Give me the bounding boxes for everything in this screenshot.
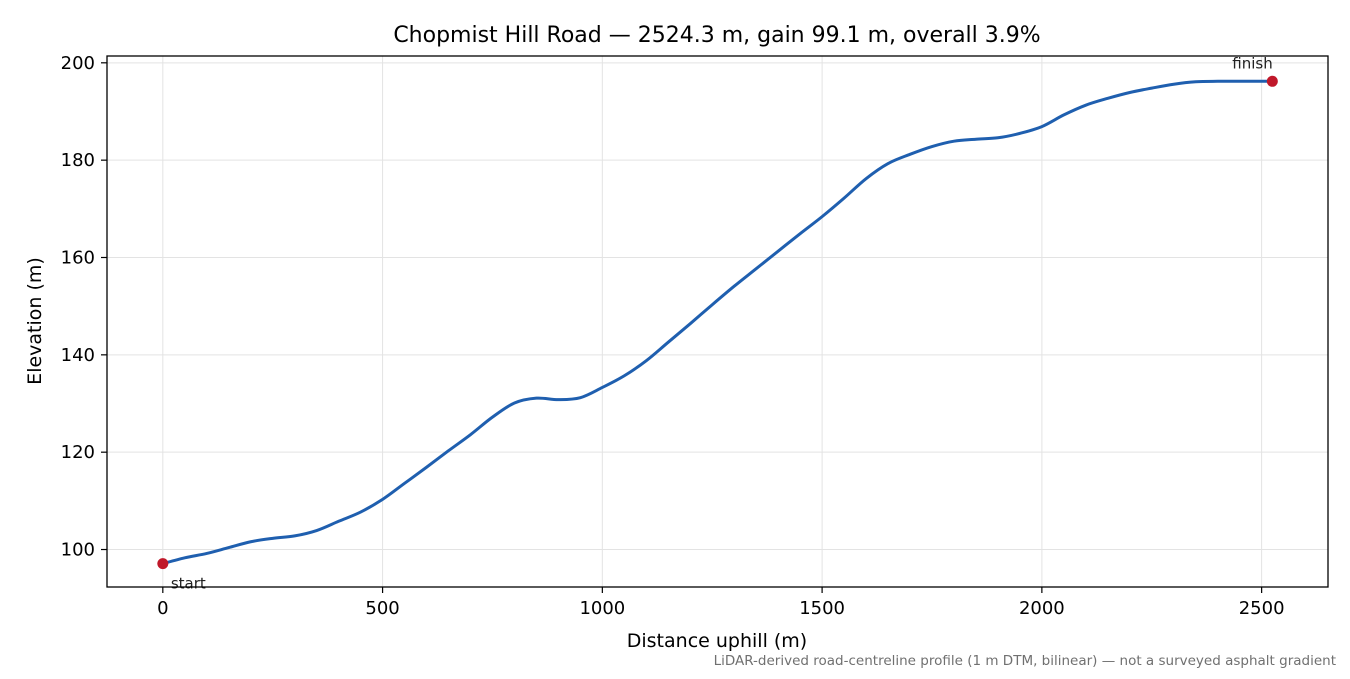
data-source-footnote: LiDAR-derived road-centreline profile (1… <box>714 653 1336 669</box>
y-tick-label: 180 <box>61 150 95 171</box>
plot-area: start finish <box>157 54 1278 593</box>
axis-ticks: 0 500 1000 1500 2000 2500 100 120 140 160 180 200 <box>61 53 1285 619</box>
elevation-profile-line <box>161 79 1274 566</box>
x-tick-label: 500 <box>365 598 399 619</box>
x-tick-label: 0 <box>157 598 168 619</box>
x-axis-label: Distance uphill (m) <box>627 630 807 652</box>
x-tick-label: 2000 <box>1019 598 1065 619</box>
grid-lines <box>107 56 1328 587</box>
y-tick-label: 160 <box>61 247 95 268</box>
start-label: start <box>171 575 206 593</box>
y-tick-label: 200 <box>61 53 95 74</box>
axes-frame <box>106 55 1329 588</box>
y-tick-label: 140 <box>61 345 95 366</box>
finish-marker <box>1266 75 1278 87</box>
y-tick-label: 120 <box>61 442 95 463</box>
start-marker <box>157 558 169 570</box>
finish-label: finish <box>1232 54 1272 72</box>
x-tick-label: 1000 <box>579 598 625 619</box>
chart-title: Chopmist Hill Road — 2524.3 m, gain 99.1… <box>393 23 1040 48</box>
x-tick-label: 1500 <box>799 598 845 619</box>
y-tick-label: 100 <box>61 540 95 561</box>
y-axis-label: Elevation (m) <box>24 257 46 385</box>
x-tick-label: 2500 <box>1239 598 1285 619</box>
